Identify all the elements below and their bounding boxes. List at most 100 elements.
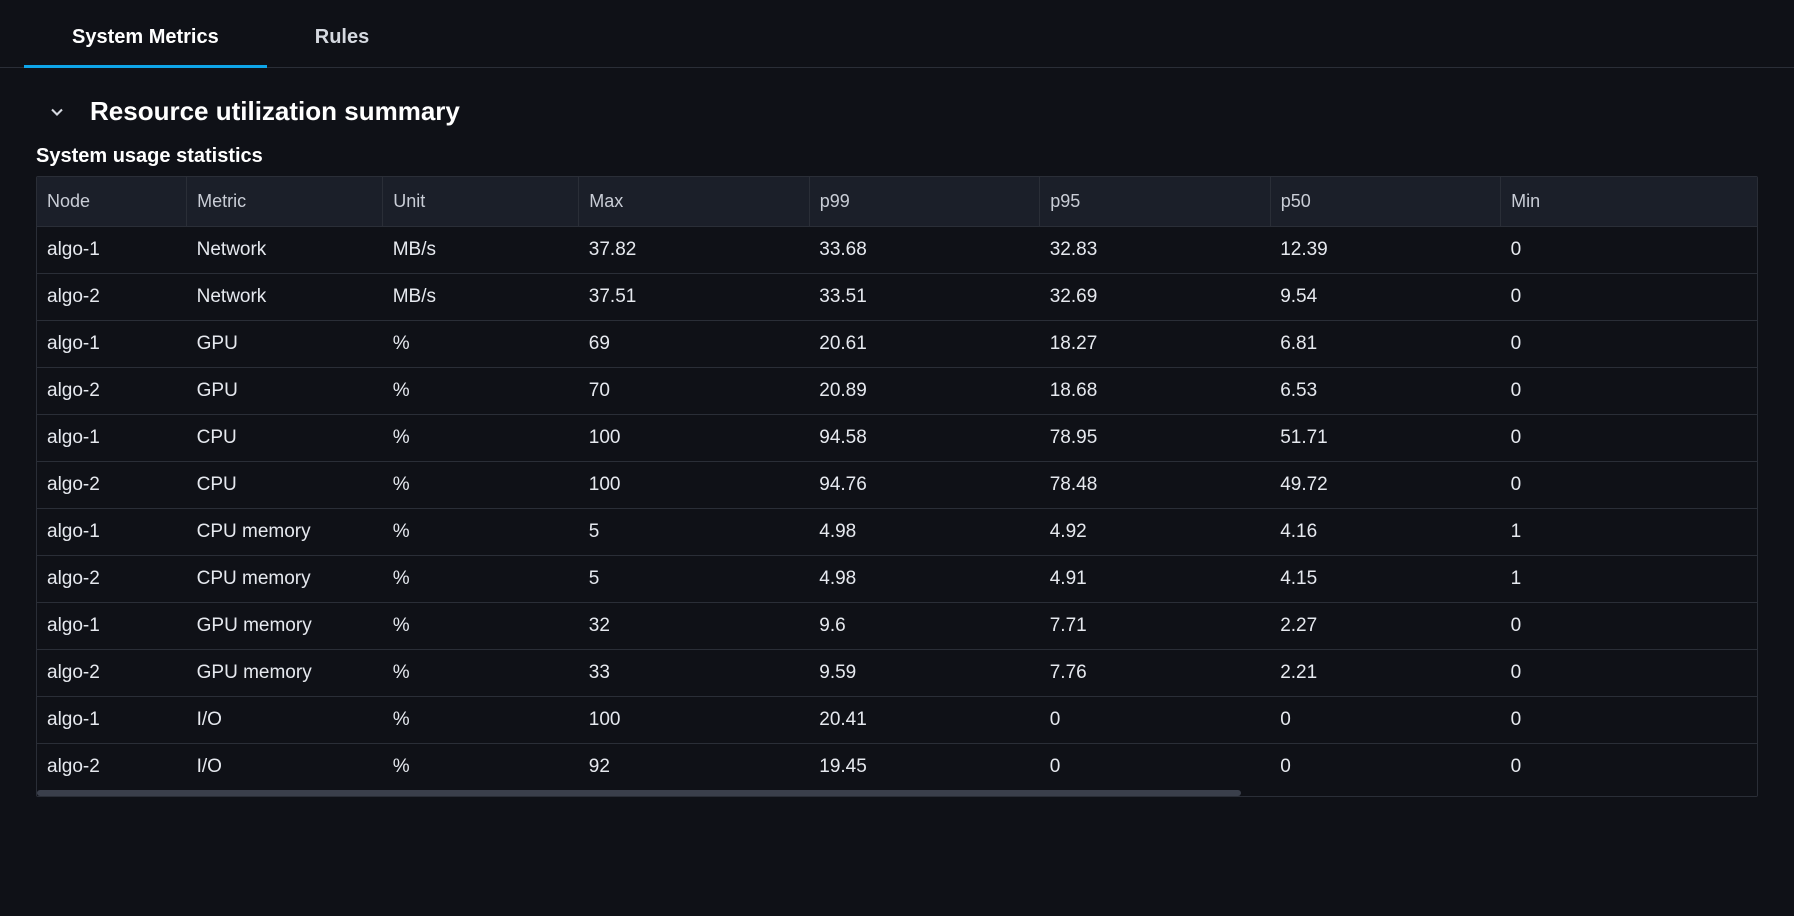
tab-label: Rules [315,26,369,48]
table-body: algo-1NetworkMB/s37.8233.6832.8312.390al… [37,227,1757,791]
cell-max: 5 [579,556,809,603]
table-row: algo-2NetworkMB/s37.5133.5132.699.540 [37,274,1757,321]
panel-body: Resource utilization summary System usag… [0,68,1794,817]
cell-metric: GPU [187,321,383,368]
cell-min: 0 [1501,462,1757,509]
subsection-title: System usage statistics [36,145,1758,168]
cell-p50: 49.72 [1270,462,1500,509]
cell-unit: MB/s [383,274,579,321]
cell-max: 33 [579,650,809,697]
column-header-metric[interactable]: Metric [187,177,383,227]
cell-min: 1 [1501,556,1757,603]
cell-metric: I/O [187,744,383,791]
cell-p95: 78.48 [1040,462,1270,509]
column-header-unit[interactable]: Unit [383,177,579,227]
cell-p99: 94.58 [809,415,1039,462]
cell-metric: GPU [187,368,383,415]
cell-max: 69 [579,321,809,368]
cell-node: algo-1 [37,697,187,744]
table-row: algo-2GPU memory%339.597.762.210 [37,650,1757,697]
cell-p99: 33.51 [809,274,1039,321]
cell-p95: 4.91 [1040,556,1270,603]
cell-node: algo-2 [37,744,187,791]
table-row: algo-2GPU%7020.8918.686.530 [37,368,1757,415]
cell-p50: 6.53 [1270,368,1500,415]
tab-label: System Metrics [72,26,219,48]
cell-node: algo-1 [37,227,187,274]
cell-p50: 2.27 [1270,603,1500,650]
cell-min: 0 [1501,650,1757,697]
cell-max: 100 [579,697,809,744]
cell-p99: 20.41 [809,697,1039,744]
section-title: Resource utilization summary [90,96,460,127]
column-header-max[interactable]: Max [579,177,809,227]
table-row: algo-2CPU%10094.7678.4849.720 [37,462,1757,509]
cell-max: 100 [579,462,809,509]
cell-metric: CPU memory [187,556,383,603]
stats-table-container: NodeMetricUnitMaxp99p95p50Min algo-1Netw… [36,176,1758,797]
cell-p99: 33.68 [809,227,1039,274]
column-header-node[interactable]: Node [37,177,187,227]
table-row: algo-2CPU memory%54.984.914.151 [37,556,1757,603]
cell-p95: 78.95 [1040,415,1270,462]
cell-node: algo-2 [37,650,187,697]
cell-p50: 4.16 [1270,509,1500,556]
cell-p99: 20.89 [809,368,1039,415]
table-row: algo-1I/O%10020.41000 [37,697,1757,744]
column-header-p99[interactable]: p99 [809,177,1039,227]
cell-unit: % [383,603,579,650]
cell-max: 37.51 [579,274,809,321]
table-row: algo-1GPU%6920.6118.276.810 [37,321,1757,368]
chevron-down-icon[interactable] [46,101,68,123]
cell-p95: 0 [1040,744,1270,791]
tab-system-metrics[interactable]: System Metrics [24,6,267,67]
cell-unit: MB/s [383,227,579,274]
cell-unit: % [383,744,579,791]
cell-min: 0 [1501,321,1757,368]
cell-p99: 9.59 [809,650,1039,697]
cell-p95: 0 [1040,697,1270,744]
cell-p50: 9.54 [1270,274,1500,321]
cell-node: algo-1 [37,509,187,556]
table-row: algo-1CPU%10094.5878.9551.710 [37,415,1757,462]
cell-p50: 51.71 [1270,415,1500,462]
cell-p95: 4.92 [1040,509,1270,556]
cell-node: algo-2 [37,462,187,509]
table-row: algo-2I/O%9219.45000 [37,744,1757,791]
tabs-bar: System Metrics Rules [0,0,1794,68]
cell-node: algo-2 [37,368,187,415]
column-header-min[interactable]: Min [1501,177,1757,227]
scrollbar-thumb[interactable] [37,790,1241,796]
cell-max: 70 [579,368,809,415]
table-header-row: NodeMetricUnitMaxp99p95p50Min [37,177,1757,227]
table-row: algo-1GPU memory%329.67.712.270 [37,603,1757,650]
cell-p95: 18.68 [1040,368,1270,415]
cell-max: 32 [579,603,809,650]
column-header-p50[interactable]: p50 [1270,177,1500,227]
cell-unit: % [383,462,579,509]
cell-min: 0 [1501,415,1757,462]
cell-p50: 4.15 [1270,556,1500,603]
cell-p99: 4.98 [809,556,1039,603]
column-header-p95[interactable]: p95 [1040,177,1270,227]
cell-max: 37.82 [579,227,809,274]
cell-p99: 4.98 [809,509,1039,556]
cell-metric: GPU memory [187,650,383,697]
cell-p50: 12.39 [1270,227,1500,274]
cell-metric: CPU memory [187,509,383,556]
horizontal-scrollbar[interactable] [37,790,1757,796]
cell-p50: 0 [1270,744,1500,791]
cell-metric: I/O [187,697,383,744]
tab-rules[interactable]: Rules [267,6,417,67]
cell-node: algo-1 [37,603,187,650]
page-root: System Metrics Rules Resource utilizatio… [0,0,1794,916]
cell-min: 0 [1501,603,1757,650]
cell-unit: % [383,368,579,415]
cell-min: 0 [1501,274,1757,321]
cell-p99: 94.76 [809,462,1039,509]
cell-unit: % [383,509,579,556]
cell-max: 100 [579,415,809,462]
cell-min: 1 [1501,509,1757,556]
cell-p95: 32.83 [1040,227,1270,274]
cell-p95: 7.71 [1040,603,1270,650]
